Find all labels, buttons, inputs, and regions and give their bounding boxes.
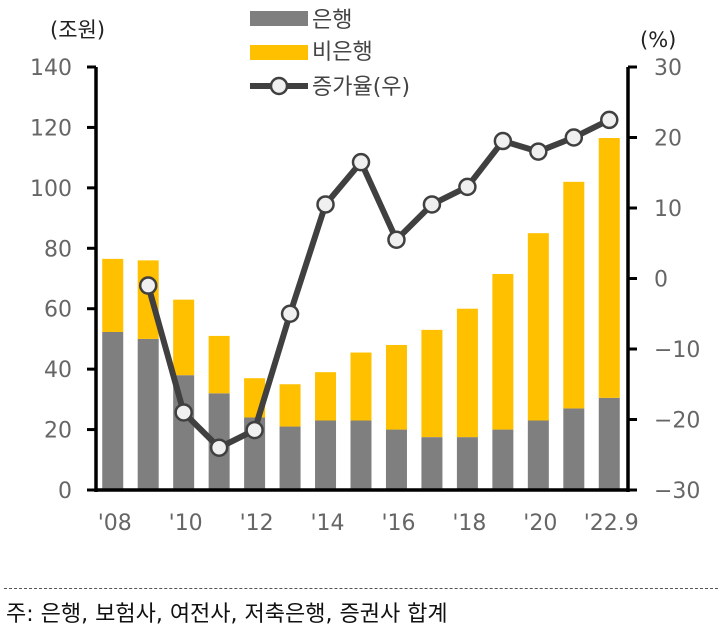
bar-bank	[102, 331, 124, 490]
growth-point	[280, 304, 300, 323]
growth-point	[138, 276, 158, 295]
bar-bank	[385, 429, 407, 490]
growth-point	[422, 195, 442, 214]
x-tick-label: '22.9	[584, 511, 639, 536]
legend-marker-growth	[269, 76, 289, 96]
bar-bank	[527, 420, 549, 490]
bar-nonbank	[279, 384, 301, 427]
bar-bank	[421, 437, 443, 490]
bar-bank	[563, 408, 585, 490]
bar-nonbank	[563, 181, 585, 409]
growth-point	[600, 110, 619, 130]
right-tick-label: −20	[654, 409, 700, 434]
bar-nonbank	[350, 352, 372, 421]
left-tick-label: 0	[58, 479, 72, 504]
right-tick-label: 30	[654, 56, 682, 81]
bar-bank	[492, 429, 514, 490]
growth-point	[174, 403, 193, 422]
x-tick-label: '10	[169, 511, 203, 536]
legend: 은행 비은행 증가율(우)	[250, 8, 410, 100]
growth-point	[493, 131, 513, 151]
growth-point	[529, 142, 548, 161]
bar-bank	[137, 338, 159, 490]
right-tick-label: 10	[654, 197, 682, 222]
growth-point	[351, 152, 371, 172]
chart: (조원) (%) 은행 비은행 증가율(우) 02040608010012014…	[30, 8, 700, 536]
right-tick-label: −10	[654, 338, 700, 363]
bar-nonbank	[385, 344, 407, 430]
bar-bank	[315, 420, 337, 490]
growth-line-layer	[138, 110, 619, 457]
bar-bank	[456, 437, 478, 490]
right-tick-label: −30	[654, 479, 700, 504]
bar-nonbank	[208, 335, 230, 394]
bar-nonbank	[527, 233, 549, 421]
growth-point	[458, 177, 477, 197]
left-axis-unit: (조원)	[50, 18, 105, 42]
bar-nonbank	[137, 260, 159, 339]
left-tick-label: 20	[44, 419, 72, 444]
x-tick-label: '16	[381, 511, 415, 536]
bars	[102, 138, 620, 490]
bar-nonbank	[421, 329, 443, 438]
left-tick-label: 120	[30, 116, 72, 141]
bar-nonbank	[492, 273, 514, 430]
right-tick-label: 0	[654, 268, 668, 293]
bar-nonbank	[456, 308, 478, 438]
axes: 0 20 40 60 80 100 120 140 −30 −20 −10 0 10 20 30 '08 '10…	[30, 56, 700, 536]
right-tick-label: 20	[654, 127, 682, 152]
bar-nonbank	[315, 372, 337, 421]
bar-bank	[279, 426, 301, 490]
left-tick-label: 100	[30, 177, 72, 202]
x-tick-label: '08	[98, 511, 132, 536]
growth-point	[316, 195, 335, 214]
right-axis-unit: (%)	[640, 28, 676, 52]
legend-swatch-nonbank	[250, 45, 308, 60]
left-tick-label: 40	[44, 358, 72, 383]
legend-label-growth: 증가율(우)	[312, 75, 410, 100]
legend-label-bank: 은행	[312, 8, 352, 33]
x-tick-label: '20	[523, 511, 557, 536]
bar-nonbank	[598, 138, 620, 398]
growth-point	[387, 230, 406, 249]
bar-bank	[350, 420, 372, 490]
bar-nonbank	[173, 299, 195, 376]
x-tick-label: '18	[452, 511, 486, 536]
growth-point	[209, 438, 229, 457]
bar-nonbank	[102, 258, 124, 332]
footnote: 주: 은행, 보험사, 여전사, 저축은행, 증권사 합계	[6, 602, 448, 627]
legend-label-nonbank: 비은행	[312, 40, 373, 65]
bar-bank	[598, 397, 620, 490]
left-tick-label: 140	[30, 56, 72, 81]
growth-point	[245, 420, 264, 440]
left-tick-label: 80	[44, 237, 72, 262]
x-tick-label: '14	[311, 511, 345, 536]
x-tick-label: '12	[240, 511, 274, 536]
legend-swatch-bank	[250, 11, 308, 26]
left-tick-label: 60	[44, 298, 72, 323]
note-divider	[4, 588, 718, 589]
growth-point	[564, 128, 584, 147]
